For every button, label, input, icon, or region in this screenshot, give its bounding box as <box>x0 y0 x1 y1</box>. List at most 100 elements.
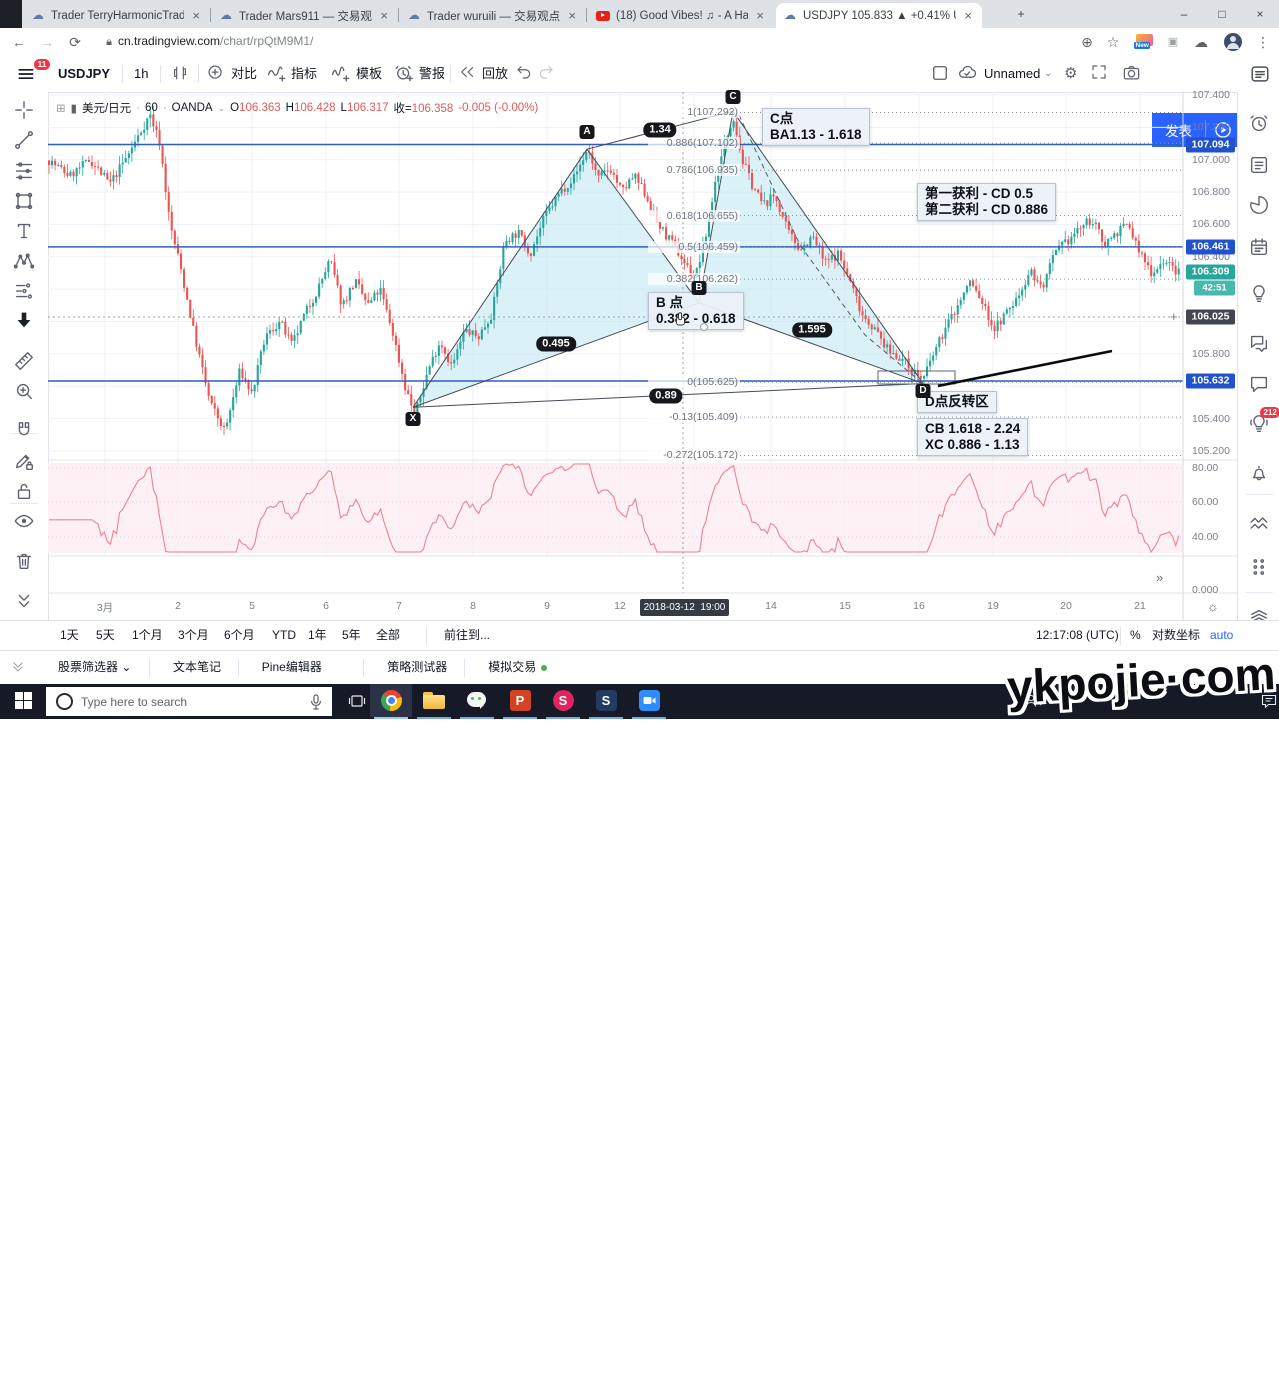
tab-close-icon[interactable]: × <box>568 8 576 23</box>
chart-canvas[interactable] <box>48 92 1237 620</box>
taskbar-date[interactable]: 8/26/2019 <box>1204 1381 1252 1393</box>
browser-tab[interactable]: ☁ Trader Mars911 — 交易观点与图 × <box>212 3 398 28</box>
start-button[interactable] <box>2 684 44 717</box>
zoom-in-icon[interactable] <box>13 380 35 402</box>
snapshot-camera-icon[interactable] <box>1122 63 1144 85</box>
reload-icon[interactable]: ⟳ <box>69 34 81 50</box>
auto-scale-button[interactable]: auto <box>1210 628 1234 642</box>
tab-close-icon[interactable]: × <box>964 8 972 23</box>
chart-legend[interactable]: ⊞ ▮ 美元/日元 · 60 · OANDA ⌄ O106.363 H106.428… <box>56 102 539 115</box>
crosshair-icon[interactable] <box>13 99 35 121</box>
watchlist-panel-icon[interactable] <box>1249 63 1271 85</box>
snagit-taskbar-icon[interactable]: S <box>542 684 584 717</box>
bookmark-star-icon[interactable]: ☆ <box>1106 34 1120 50</box>
magnet-icon[interactable] <box>13 420 35 442</box>
c-point-box[interactable]: C点 BA1.13 - 1.618 <box>762 108 870 146</box>
hotlist-icon[interactable] <box>1248 194 1270 216</box>
scripts-icon[interactable] <box>1248 512 1270 534</box>
footer-tab-3[interactable]: Pine编辑器 <box>261 660 322 674</box>
drawing-anchor[interactable] <box>700 323 708 331</box>
alarm-clock-icon[interactable] <box>1248 112 1270 134</box>
goto-date-button[interactable]: 前往到... <box>444 628 491 642</box>
extension-icon[interactable]: ▣ <box>1167 36 1179 48</box>
lock-all-icon[interactable] <box>13 480 35 502</box>
undo-icon[interactable] <box>515 63 537 85</box>
collapse-rail-icon[interactable] <box>13 590 35 612</box>
replay-icon[interactable] <box>458 63 480 85</box>
browser-menu-icon[interactable]: ⋮ <box>1256 34 1270 50</box>
drawing-edit-lock-icon[interactable] <box>13 450 35 472</box>
url-field[interactable]: cn.tradingview.com/chart/rpQtM9M1/ <box>118 34 314 48</box>
maximize-button[interactable]: □ <box>1218 7 1226 21</box>
legend-expand-icon[interactable]: ⊞ <box>56 103 66 115</box>
forecast-icon[interactable] <box>13 280 35 302</box>
ruler-icon[interactable] <box>13 350 35 372</box>
shapes-icon[interactable] <box>13 190 35 212</box>
zoom-extension-icon[interactable]: ⊕ <box>1081 34 1093 50</box>
legend-symbol[interactable]: 美元/日元 <box>81 103 132 115</box>
compare-icon[interactable] <box>206 63 228 85</box>
browser-tab[interactable]: ☁ Trader wuruili — 交易观点与图 × <box>400 3 586 28</box>
main-menu-icon[interactable] <box>16 64 38 86</box>
redo-icon[interactable] <box>537 63 559 85</box>
tab-close-icon[interactable]: × <box>756 8 764 23</box>
hide-all-icon[interactable] <box>13 510 35 532</box>
range-YTD[interactable]: YTD <box>272 628 296 642</box>
zoom-app-taskbar-icon[interactable] <box>628 684 670 717</box>
fullscreen-icon[interactable] <box>1090 63 1112 85</box>
legend-interval[interactable]: 60 <box>145 102 158 114</box>
pattern-point-A[interactable]: A <box>579 125 595 140</box>
wechat-taskbar-icon[interactable] <box>456 684 498 717</box>
new-tab-button[interactable]: + <box>1017 7 1025 21</box>
tray-expand-icon[interactable]: ⌃ <box>1060 695 1070 707</box>
explorer-taskbar-icon[interactable] <box>413 684 455 717</box>
calendar-icon[interactable] <box>1248 236 1270 258</box>
cb-box[interactable]: CB 1.618 - 2.24 XC 0.886 - 1.13 <box>917 418 1029 456</box>
trash-icon[interactable] <box>13 550 35 572</box>
compare-button[interactable]: 对比 <box>231 66 258 81</box>
interval-button[interactable]: 1h <box>134 66 149 81</box>
tab-close-icon[interactable]: × <box>380 8 388 23</box>
back-icon[interactable]: ← <box>12 34 26 50</box>
panel-collapse-icon[interactable] <box>10 659 28 677</box>
arrow-mark-icon[interactable] <box>13 309 35 331</box>
percent-scale-button[interactable]: % <box>1130 628 1141 642</box>
taskbar-search[interactable]: Type here to search <box>46 687 332 716</box>
idea-bulb-icon[interactable] <box>1248 282 1270 304</box>
pattern-point-X[interactable]: X <box>405 412 421 427</box>
chart-type-icon[interactable] <box>170 63 192 85</box>
cloud-save-icon[interactable] <box>957 63 979 85</box>
range-5天[interactable]: 5天 <box>96 628 115 642</box>
action-center-icon[interactable] <box>1248 684 1279 717</box>
mic-icon[interactable] <box>310 693 322 710</box>
templates-icon[interactable] <box>330 63 352 85</box>
close-window-button[interactable]: × <box>1256 7 1264 21</box>
log-scale-button[interactable]: 对数坐标 <box>1152 628 1201 642</box>
profit-box[interactable]: 第一获利 - CD 0.5 第二获利 - CD 0.886 <box>917 183 1057 221</box>
trend-line-icon[interactable] <box>13 129 35 151</box>
new-extension-icon[interactable]: New <box>1134 34 1153 49</box>
footer-tab-4[interactable]: 策略测试器 <box>387 660 448 674</box>
pattern-point-B[interactable]: B <box>691 280 707 295</box>
tab-close-icon[interactable]: × <box>192 8 200 23</box>
range-1天[interactable]: 1天 <box>60 628 79 642</box>
profile-avatar[interactable] <box>1224 33 1242 51</box>
people-icon[interactable] <box>1012 684 1054 717</box>
notifications-bell-icon[interactable] <box>1248 462 1270 484</box>
settings-gear-icon[interactable]: ⚙ <box>1064 65 1078 82</box>
templates-button[interactable]: 模板 <box>356 66 383 81</box>
clock-utc[interactable]: 12:17:08 (UTC) <box>1036 628 1119 642</box>
range-5年[interactable]: 5年 <box>342 628 361 642</box>
indicators-icon[interactable] <box>266 63 288 85</box>
streams-bulb-icon[interactable] <box>1248 412 1270 434</box>
replay-button[interactable]: 回放 <box>482 66 509 81</box>
cloud-extension-icon[interactable]: ☁ <box>1194 34 1208 50</box>
forward-icon[interactable]: → <box>40 34 54 50</box>
pane-collapse-icon[interactable]: » <box>1156 570 1164 585</box>
pattern-point-D[interactable]: D <box>915 384 931 399</box>
task-view-button[interactable] <box>336 684 378 717</box>
chrome-taskbar-icon[interactable] <box>370 684 412 717</box>
minimize-button[interactable]: – <box>1180 7 1188 21</box>
browser-tab[interactable]: ☁ Trader TerryHarmonicTrading — × <box>24 3 210 28</box>
public-chat-icon[interactable] <box>1248 332 1270 354</box>
